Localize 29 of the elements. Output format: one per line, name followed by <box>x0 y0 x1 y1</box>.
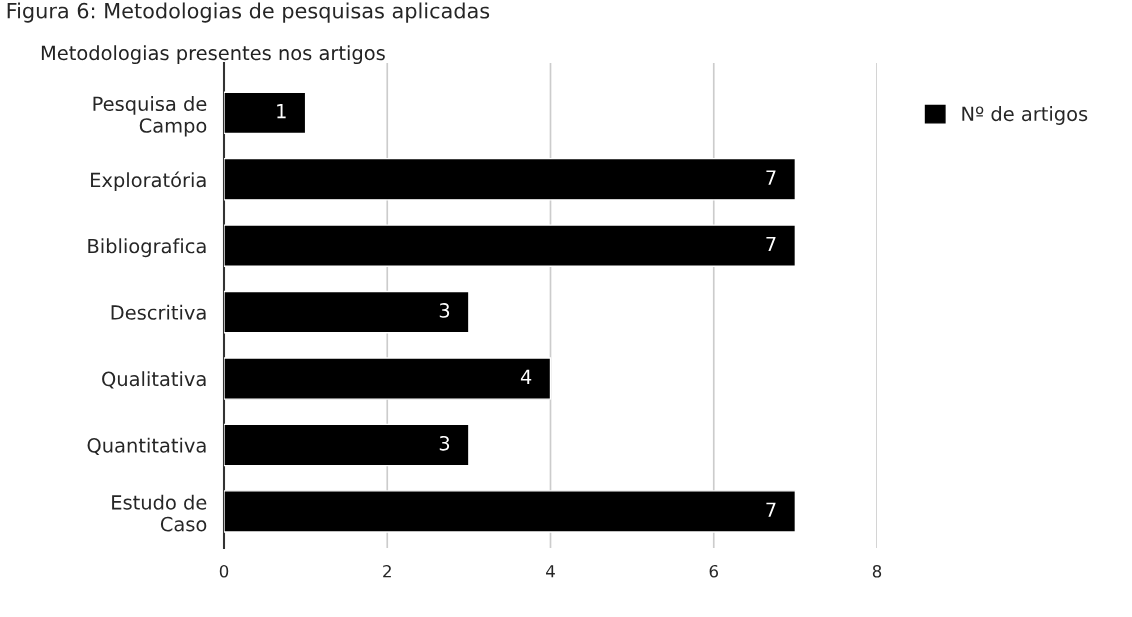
bar <box>224 224 797 267</box>
bar <box>224 490 797 533</box>
data-label: 1 <box>277 104 286 119</box>
y-tick-label: Qualitativa <box>102 371 206 389</box>
x-tick-label: 4 <box>546 565 555 578</box>
y-tick-label: Quantitativa <box>87 437 206 455</box>
data-label: 4 <box>520 369 532 384</box>
data-label: 3 <box>439 303 450 318</box>
data-label: 3 <box>439 435 450 451</box>
bar <box>224 157 797 201</box>
y-tick-label: Bibliografica <box>88 238 206 258</box>
y-tick-label: Pesquisa de Campo <box>93 96 207 137</box>
y-tick-label: Estudo de Caso <box>112 494 207 532</box>
data-label: 7 <box>766 170 776 185</box>
data-label: 7 <box>766 236 776 252</box>
x-tick-label: 2 <box>383 564 391 578</box>
bar <box>224 423 470 467</box>
bar <box>224 290 470 334</box>
legend-label: Nº de artigos <box>962 106 1088 125</box>
x-tick-label: 6 <box>709 564 718 578</box>
x-tick-label: 8 <box>872 564 882 578</box>
bar <box>224 91 307 135</box>
y-tick-label: Exploratória <box>91 171 206 192</box>
x-tick-label: 0 <box>219 564 229 578</box>
y-tick-label: Descritiva <box>111 304 206 320</box>
chart-title: Metodologias presentes nos artigos <box>41 45 385 65</box>
data-label: 7 <box>766 502 776 517</box>
bar <box>224 357 552 400</box>
text: Figura 6: Metodologias de pesquisas aplicadas <box>7 2 490 23</box>
